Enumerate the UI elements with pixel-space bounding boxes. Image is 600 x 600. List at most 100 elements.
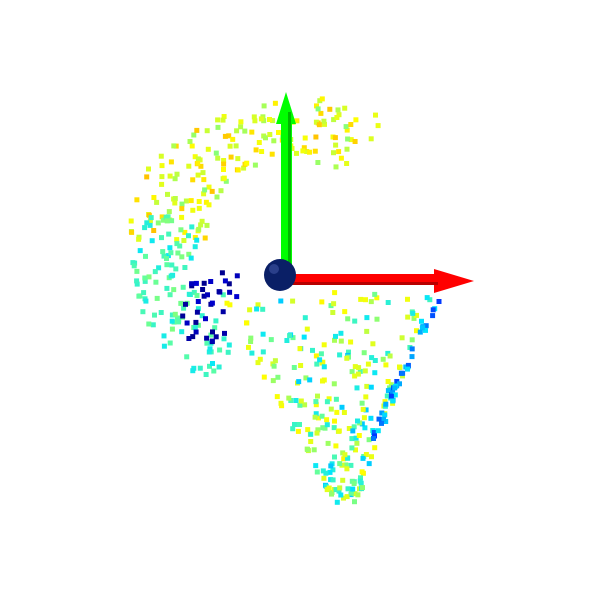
point (234, 273, 240, 279)
point (184, 354, 190, 360)
point (143, 298, 149, 304)
point (164, 256, 169, 261)
point (215, 155, 221, 161)
point (379, 420, 384, 426)
point (333, 487, 339, 493)
point (304, 149, 310, 154)
point (342, 105, 348, 111)
point (222, 133, 228, 139)
point (226, 133, 232, 139)
point (195, 160, 201, 166)
point (360, 455, 366, 461)
point (331, 301, 337, 307)
point (164, 218, 170, 224)
y-axis-arrow[interactable] (276, 92, 296, 280)
point (307, 149, 312, 155)
point (338, 330, 344, 336)
point (331, 150, 336, 156)
point (134, 197, 140, 203)
point (196, 205, 202, 211)
point (187, 292, 193, 297)
point (424, 295, 430, 301)
point (189, 224, 195, 230)
point (221, 336, 227, 342)
point (169, 312, 175, 318)
point (149, 238, 155, 244)
point (205, 146, 211, 152)
point (345, 316, 351, 322)
point (251, 114, 257, 120)
point (213, 150, 219, 156)
point (141, 290, 147, 296)
point (189, 143, 195, 149)
point (352, 139, 358, 144)
point (409, 346, 415, 352)
point (290, 426, 296, 432)
point (356, 433, 362, 438)
point (177, 243, 183, 249)
point (238, 119, 244, 125)
point (302, 315, 308, 321)
point (206, 349, 212, 355)
point (319, 96, 325, 102)
point (148, 215, 154, 221)
point (172, 196, 178, 201)
point (154, 295, 160, 301)
point (313, 353, 319, 359)
point (144, 220, 150, 226)
point (187, 139, 193, 144)
point (359, 469, 365, 475)
point (346, 349, 351, 355)
point (314, 430, 320, 436)
point (169, 262, 175, 268)
point (323, 470, 329, 476)
point (348, 462, 354, 468)
point (323, 483, 329, 489)
point (159, 214, 165, 220)
point (331, 425, 337, 431)
point (381, 416, 386, 422)
point (353, 435, 359, 441)
point (168, 159, 174, 165)
point (297, 422, 302, 427)
point (344, 494, 350, 500)
point (313, 119, 319, 125)
x-axis-arrow[interactable] (286, 269, 474, 293)
point (357, 368, 363, 374)
point (183, 301, 188, 307)
axes-gizmo[interactable] (264, 92, 474, 293)
point (372, 291, 378, 297)
point (375, 428, 381, 434)
origin-sphere[interactable] (264, 259, 296, 291)
point (334, 409, 340, 415)
point (235, 156, 241, 162)
point (261, 374, 267, 380)
point (181, 305, 187, 311)
point (223, 178, 229, 184)
point (307, 377, 313, 383)
point (296, 379, 302, 385)
point (382, 412, 388, 418)
point (159, 235, 164, 241)
point (385, 388, 391, 394)
point (213, 334, 219, 340)
point (324, 422, 330, 428)
point (436, 299, 442, 304)
point (321, 342, 327, 348)
point (374, 316, 380, 322)
point (392, 392, 398, 398)
point (351, 424, 357, 430)
point (196, 199, 202, 204)
point (363, 452, 369, 457)
point (344, 355, 350, 361)
point (179, 206, 185, 212)
point (241, 165, 247, 171)
point (200, 287, 206, 292)
point (349, 445, 355, 451)
point (300, 148, 306, 154)
point (238, 124, 244, 130)
point (352, 318, 358, 324)
point (328, 303, 334, 309)
